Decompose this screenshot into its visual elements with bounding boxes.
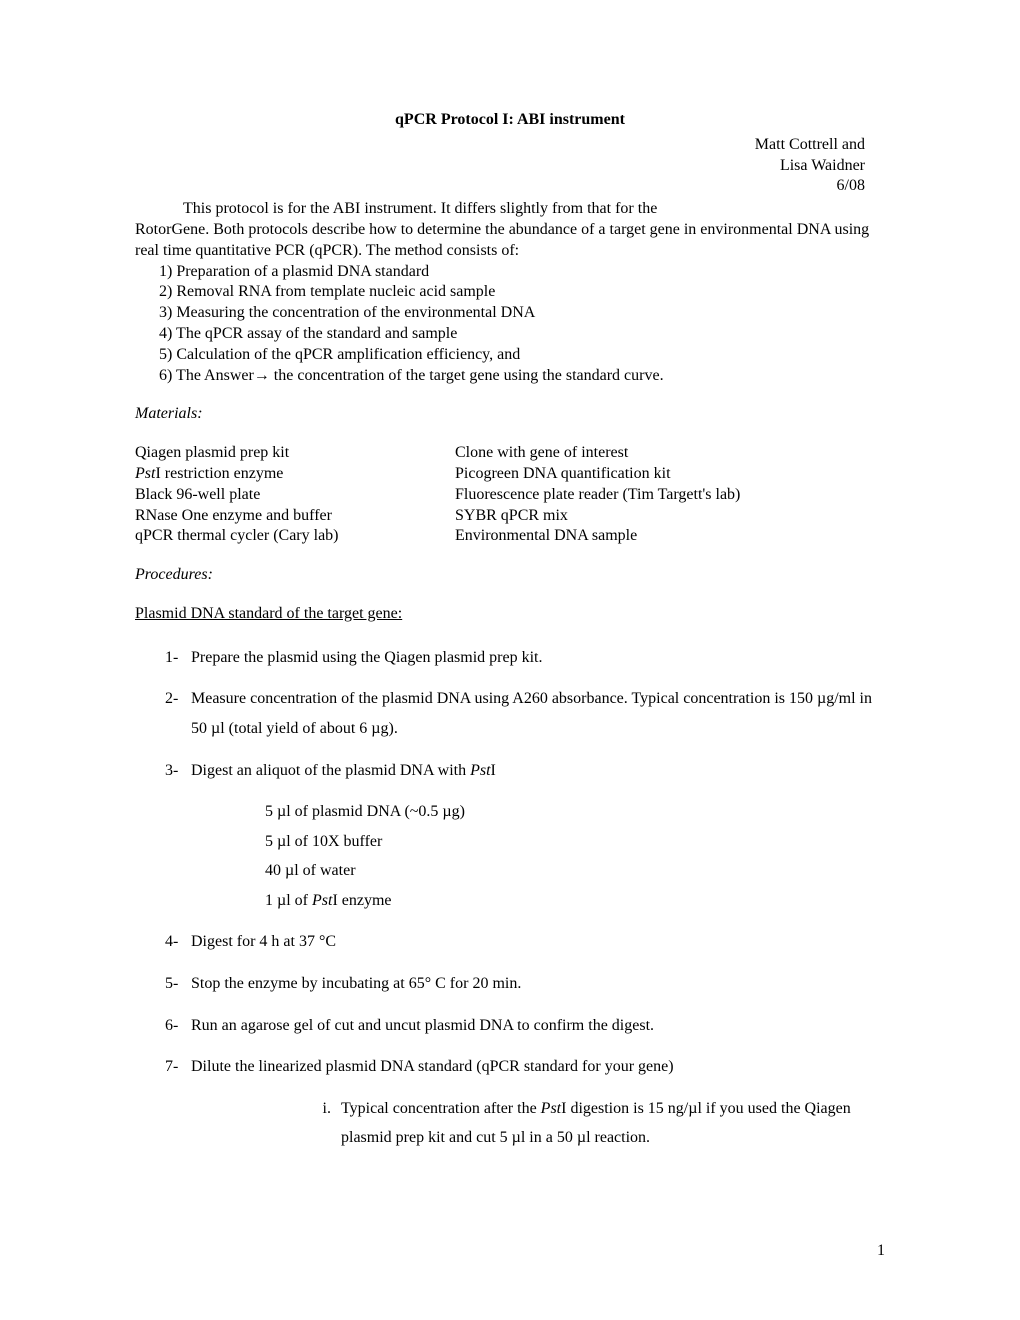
procedure-step: 2- Measure concentration of the plasmid … [165, 684, 885, 743]
document-title: qPCR Protocol I: ABI instrument [135, 110, 885, 131]
procedure-step: 4- Digest for 4 h at 37 °C [165, 927, 885, 957]
pst-italic: Pst [470, 762, 490, 779]
material-item: Fluorescence plate reader (Tim Targett's… [455, 485, 740, 506]
pst-italic: Pst [312, 892, 332, 909]
arrow-icon: → [254, 367, 270, 384]
procedure-step: 6- Run an agarose gel of cut and uncut p… [165, 1011, 885, 1041]
intro-paragraph-line-1: This protocol is for the ABI instrument.… [135, 199, 885, 220]
procedure-step: 5- Stop the enzyme by incubating at 65° … [165, 969, 885, 999]
step-text: Digest an aliquot of the plasmid DNA wit… [191, 756, 885, 786]
material-item: Qiagen plasmid prep kit [135, 443, 435, 464]
method-step-3: 3) Measuring the concentration of the en… [135, 303, 885, 324]
step-number: 3- [165, 756, 191, 786]
sub-step: 5 µl of 10X buffer [165, 827, 885, 857]
procedure-section-title: Plasmid DNA standard of the target gene: [135, 604, 885, 625]
step-number: 2- [165, 684, 191, 743]
sub-step-text-b: I enzyme [332, 892, 391, 909]
step-text: Run an agarose gel of cut and uncut plas… [191, 1011, 885, 1041]
step-text: Stop the enzyme by incubating at 65° C f… [191, 969, 885, 999]
material-item: PstI restriction enzyme [135, 464, 435, 485]
method-step-6-text-a: 6) The Answer [159, 367, 254, 384]
step-number: 6- [165, 1011, 191, 1041]
document-date: 6/08 [135, 176, 885, 197]
materials-list: Qiagen plasmid prep kit PstI restriction… [135, 443, 885, 547]
step-number: 7- [165, 1052, 191, 1082]
material-item: qPCR thermal cycler (Cary lab) [135, 526, 435, 547]
page-number: 1 [877, 1241, 885, 1262]
step-number: 5- [165, 969, 191, 999]
materials-heading: Materials: [135, 404, 885, 425]
sub-roman-text-a: Typical concentration after the [341, 1100, 541, 1117]
sub-roman-text: Typical concentration after the PstI dig… [341, 1094, 885, 1153]
procedure-step: 1- Prepare the plasmid using the Qiagen … [165, 643, 885, 673]
method-step-6-text-b: the concentration of the target gene usi… [270, 367, 664, 384]
material-item: Environmental DNA sample [455, 526, 740, 547]
step-text-b: I [491, 762, 496, 779]
method-step-6: 6) The Answer→ the concentration of the … [135, 366, 885, 387]
material-item: SYBR qPCR mix [455, 506, 740, 527]
author-line-2: Lisa Waidner [135, 156, 885, 177]
material-item: RNase One enzyme and buffer [135, 506, 435, 527]
pst-italic: Pst [541, 1100, 561, 1117]
intro-paragraph-line-2: RotorGene. Both protocols describe how t… [135, 220, 885, 262]
material-item: Clone with gene of interest [455, 443, 740, 464]
material-item: Black 96-well plate [135, 485, 435, 506]
sub-step: 40 µl of water [165, 856, 885, 886]
procedure-steps: 1- Prepare the plasmid using the Qiagen … [135, 643, 885, 1153]
material-item-text: I restriction enzyme [155, 465, 283, 482]
intro-section: This protocol is for the ABI instrument.… [135, 199, 885, 386]
method-step-2: 2) Removal RNA from template nucleic aci… [135, 282, 885, 303]
sub-roman-number: i. [305, 1094, 341, 1153]
procedure-step: 7- Dilute the linearized plasmid DNA sta… [165, 1052, 885, 1082]
method-step-5: 5) Calculation of the qPCR amplification… [135, 345, 885, 366]
procedures-heading: Procedures: [135, 565, 885, 586]
step-text: Prepare the plasmid using the Qiagen pla… [191, 643, 885, 673]
procedure-step: 3- Digest an aliquot of the plasmid DNA … [165, 756, 885, 786]
document-page: qPCR Protocol I: ABI instrument Matt Cot… [0, 0, 1020, 1213]
sub-step: 5 µl of plasmid DNA (~0.5 µg) [165, 797, 885, 827]
materials-column-right: Clone with gene of interest Picogreen DN… [455, 443, 740, 547]
author-line-1: Matt Cottrell and [135, 135, 885, 156]
method-step-4: 4) The qPCR assay of the standard and sa… [135, 324, 885, 345]
sub-step-text-a: 1 µl of [265, 892, 312, 909]
sub-roman-step: i. Typical concentration after the PstI … [165, 1094, 885, 1153]
material-item: Picogreen DNA quantification kit [455, 464, 740, 485]
step-text-a: Digest an aliquot of the plasmid DNA wit… [191, 762, 470, 779]
materials-column-left: Qiagen plasmid prep kit PstI restriction… [135, 443, 435, 547]
method-step-1: 1) Preparation of a plasmid DNA standard [135, 262, 885, 283]
pst-italic: Pst [135, 465, 155, 482]
step-text: Digest for 4 h at 37 °C [191, 927, 885, 957]
step-number: 4- [165, 927, 191, 957]
step-text: Dilute the linearized plasmid DNA standa… [191, 1052, 885, 1082]
step-number: 1- [165, 643, 191, 673]
step-text: Measure concentration of the plasmid DNA… [191, 684, 885, 743]
sub-step: 1 µl of PstI enzyme [165, 886, 885, 916]
